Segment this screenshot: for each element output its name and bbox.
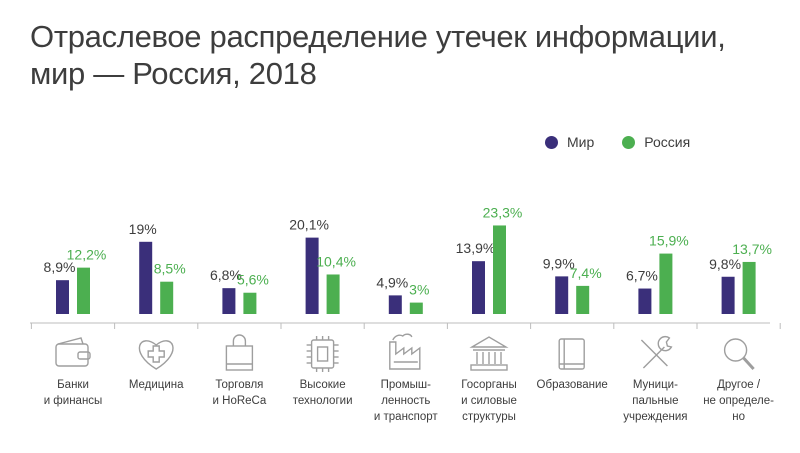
data-label-mir: 20,1% — [289, 217, 329, 233]
category-label: Муници- пальные учреждения — [623, 379, 688, 423]
data-label-mir: 9,8% — [709, 256, 741, 272]
book-icon — [558, 338, 585, 370]
heart-cross-icon — [138, 340, 174, 370]
bar-russia — [243, 292, 257, 314]
bar-russia — [326, 274, 340, 314]
legend-swatch-russia — [622, 135, 636, 149]
data-label-russia: 3% — [409, 282, 429, 298]
bar-russia — [576, 285, 590, 314]
bar-russia — [77, 267, 90, 314]
legend-item-mir: Мир — [545, 134, 594, 150]
shopping-bag-icon — [225, 334, 254, 371]
category-label: Медицина — [128, 379, 184, 391]
data-label-mir: 13,9% — [456, 240, 496, 256]
data-label-mir: 6,7% — [626, 268, 658, 284]
government-building-icon — [469, 336, 509, 371]
data-label-russia: 8,5% — [154, 261, 186, 277]
data-label-russia: 15,9% — [649, 233, 689, 249]
chart-title: Отраслевое распределение утечек информац… — [30, 18, 726, 92]
legend: Мир Россия — [545, 134, 690, 150]
wallet-icon — [55, 337, 91, 367]
bar-mir — [721, 276, 735, 314]
data-label-russia: 23,3% — [483, 204, 523, 220]
data-label-mir: 8,9% — [44, 259, 76, 275]
legend-label-russia: Россия — [644, 134, 691, 150]
bar-mir — [555, 276, 569, 314]
category-label: Банки и финансы — [43, 379, 103, 407]
bar-mir — [638, 288, 652, 314]
bar-mir — [222, 288, 236, 314]
data-label-russia: 7,4% — [570, 265, 602, 281]
title-line-2: мир — Россия, 2018 — [30, 56, 317, 91]
bar-russia — [493, 225, 506, 314]
bar-russia — [160, 281, 174, 314]
legend-swatch-mir — [545, 135, 558, 149]
bar-mir — [305, 237, 319, 314]
category-label: Торговля и HoReCa — [212, 379, 267, 407]
data-label-mir: 6,8% — [210, 267, 242, 283]
data-label-mir: 9,9% — [543, 255, 575, 271]
title-line-1: Отраслевое распределение утечек информац… — [30, 19, 726, 54]
data-label-russia: 13,7% — [732, 241, 772, 257]
category-label: Другое / не определе- но — [703, 379, 774, 423]
bar-mir — [472, 261, 485, 314]
bar-mir — [139, 241, 153, 314]
bar-russia — [659, 253, 673, 314]
data-label-mir: 19% — [129, 221, 157, 237]
chip-icon — [306, 336, 339, 372]
tools-icon — [640, 335, 673, 369]
bar-mir — [56, 280, 69, 314]
legend-item-russia: Россия — [622, 134, 690, 150]
data-label-mir: 4,9% — [376, 274, 408, 290]
magnifier-icon — [723, 338, 755, 371]
data-label-russia: 10,4% — [316, 253, 356, 269]
data-label-russia: 5,6% — [237, 272, 269, 288]
bar-russia — [409, 302, 423, 314]
data-label-russia: 12,2% — [67, 247, 107, 263]
category-label: Высокие технологии — [292, 379, 353, 407]
category-label: Госорганы и силовые структуры — [461, 379, 517, 423]
factory-icon — [389, 333, 421, 370]
category-label: Промыш- ленность и транспорт — [373, 379, 438, 423]
category-label: Образование — [536, 379, 608, 391]
bar-russia — [742, 261, 756, 314]
legend-label-mir: Мир — [567, 134, 595, 150]
bar-mir — [388, 295, 402, 314]
